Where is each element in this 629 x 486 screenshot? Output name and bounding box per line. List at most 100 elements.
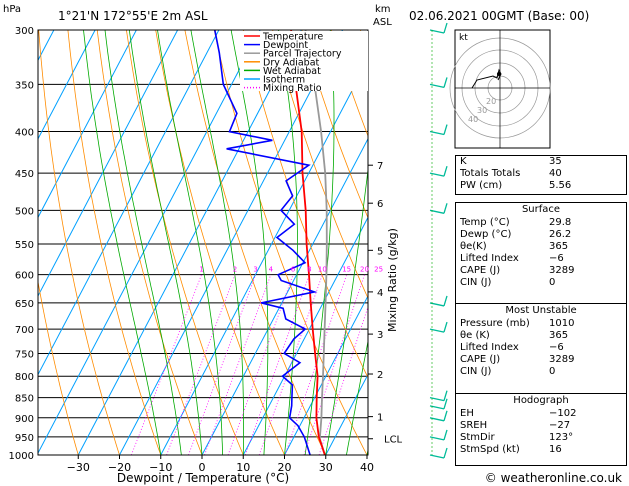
- legend-entry: Wet Adiabat: [263, 66, 321, 77]
- height-km-label: 2: [377, 370, 383, 381]
- indices-box: K 35 Totals Totals 40 PW (cm) 5.56: [455, 155, 627, 195]
- wind-barb: [429, 436, 445, 441]
- legend-entry: Temperature: [262, 32, 323, 43]
- x-tick-label: 0: [199, 461, 206, 474]
- wet-adiabat-line: [128, 30, 203, 455]
- mixing-ratio-label: 3: [253, 266, 257, 274]
- wind-barb: [429, 302, 445, 307]
- x-tick-label: −30: [67, 461, 90, 474]
- wind-barbs: [429, 22, 448, 459]
- legend-background: [240, 31, 368, 91]
- isotherm-line: [201, 137, 368, 455]
- km-label: km: [375, 4, 391, 15]
- mu-row: Pressure (mb) 1010: [460, 318, 575, 329]
- wind-barb: [429, 454, 445, 459]
- hodograph-params-box: Hodograph EH −102 SREH −27 StmDir 123° StmS…: [455, 394, 627, 466]
- wet-adiabat-line: [83, 30, 162, 455]
- wind-barb: [429, 29, 445, 34]
- hodo-row: StmSpd (kt) 16: [460, 444, 562, 455]
- legend-entry: Parcel Trajectory: [263, 49, 342, 60]
- pressure-tick-label: 750: [15, 349, 34, 360]
- surface-title: Surface: [521, 204, 561, 215]
- isotherm-line: [325, 373, 368, 455]
- mixing-ratio-label: 1: [199, 266, 203, 274]
- x-axis-label: Dewpoint / Temperature (°C): [117, 471, 289, 485]
- mu-row: CIN (J) 0: [460, 366, 556, 377]
- height-km-label: LCL: [384, 435, 403, 446]
- isotherm-line: [160, 59, 368, 455]
- dry-adiabat-line: [301, 30, 368, 219]
- mixing-ratio-line: [166, 274, 236, 455]
- height-km-label: 7: [377, 161, 383, 172]
- mixing-ratio-label: 10: [318, 266, 327, 274]
- mixing-ratio-line: [188, 274, 257, 455]
- dry-adiabat-line: [96, 30, 203, 455]
- pressure-tick-label: 450: [15, 169, 34, 180]
- temperature-line: [290, 30, 326, 455]
- wet-adiabat-line: [346, 338, 368, 455]
- surface-row: CAPE (J) 3289: [460, 265, 575, 276]
- wet-adiabat-line: [325, 166, 368, 455]
- x-tick-label: −20: [108, 461, 131, 474]
- isotherm-line: [284, 294, 368, 455]
- mixing-ratio-line: [258, 274, 323, 455]
- wind-barb: [429, 417, 445, 422]
- isotherm-line: [242, 216, 368, 455]
- isotherm-line: [38, 30, 261, 455]
- pressure-tick-label: 400: [15, 128, 34, 139]
- hodograph-params-title: Hodograph: [513, 395, 569, 406]
- hodograph-frame: [454, 29, 551, 149]
- wind-barb-flag: [443, 321, 448, 333]
- wind-barb-flag: [443, 390, 448, 401]
- mu-row: θe (K) 365: [460, 330, 569, 341]
- pressure-tick-label: 850: [15, 394, 34, 405]
- pressure-tick-label: 950: [15, 433, 34, 444]
- legend-entry: Dry Adiabat: [263, 57, 320, 68]
- mixing-ratio-label: 15: [342, 266, 351, 274]
- wet-adiabat-line: [230, 30, 269, 455]
- surface-row: Dewp (°C) 26.2: [460, 229, 572, 240]
- parcel-trajectory-line: [304, 30, 328, 455]
- pressure-tick-label: 300: [15, 26, 34, 37]
- legend-entry: Mixing Ratio: [263, 83, 322, 94]
- wind-barb-flag: [443, 295, 448, 307]
- copyright-footer: © weatheronline.co.uk: [485, 471, 622, 485]
- pressure-tick-label: 900: [15, 414, 34, 425]
- x-tick-label: −10: [149, 461, 172, 474]
- wet-adiabat-line: [190, 30, 245, 455]
- wind-barb: [429, 328, 445, 333]
- mixing-ratio-label: 25: [374, 266, 383, 274]
- wet-adiabat-line: [278, 30, 298, 455]
- height-km-label: 5: [377, 246, 383, 257]
- index-row-k: K 35: [460, 156, 562, 167]
- hodograph-storm-motion: [497, 72, 501, 76]
- isotherm-line: [119, 30, 344, 455]
- hodo-row: EH −102: [460, 408, 577, 419]
- surface-row: Temp (°C) 29.8: [460, 217, 572, 228]
- hodo-row: StmDir 123°: [460, 432, 574, 443]
- mixing-ratio-line: [318, 305, 368, 455]
- isotherm-line: [38, 30, 220, 376]
- isotherm-line: [38, 30, 96, 140]
- wet-adiabat-line: [104, 30, 182, 455]
- wind-barb-flag: [443, 410, 448, 421]
- pressure-tick-label: 350: [15, 80, 34, 91]
- pressure-tick-label: 700: [15, 325, 34, 336]
- mixing-ratio-label: 6: [291, 266, 296, 274]
- wind-barb-flag: [443, 124, 448, 135]
- height-km-label: 3: [377, 330, 383, 341]
- mixing-ratio-axis-label: Mixing Ratio (g/kg): [386, 228, 399, 332]
- mixing-ratio-label: 20: [360, 266, 369, 274]
- height-km-label: 6: [377, 199, 383, 210]
- hodo-row: SREH −27: [460, 420, 571, 431]
- most-unstable-title: Most Unstable: [505, 305, 577, 316]
- x-tick-label: 10: [236, 461, 250, 474]
- legend-entry: Dewpoint: [263, 40, 308, 51]
- datetime-title: 02.06.2021 00GMT (Base: 00): [409, 9, 589, 23]
- wind-barb: [429, 130, 445, 136]
- plot-frame: [37, 29, 369, 456]
- height-km-label: 4: [377, 288, 383, 299]
- pressure-tick-label: 650: [15, 299, 34, 310]
- isotherm-line: [0, 30, 13, 455]
